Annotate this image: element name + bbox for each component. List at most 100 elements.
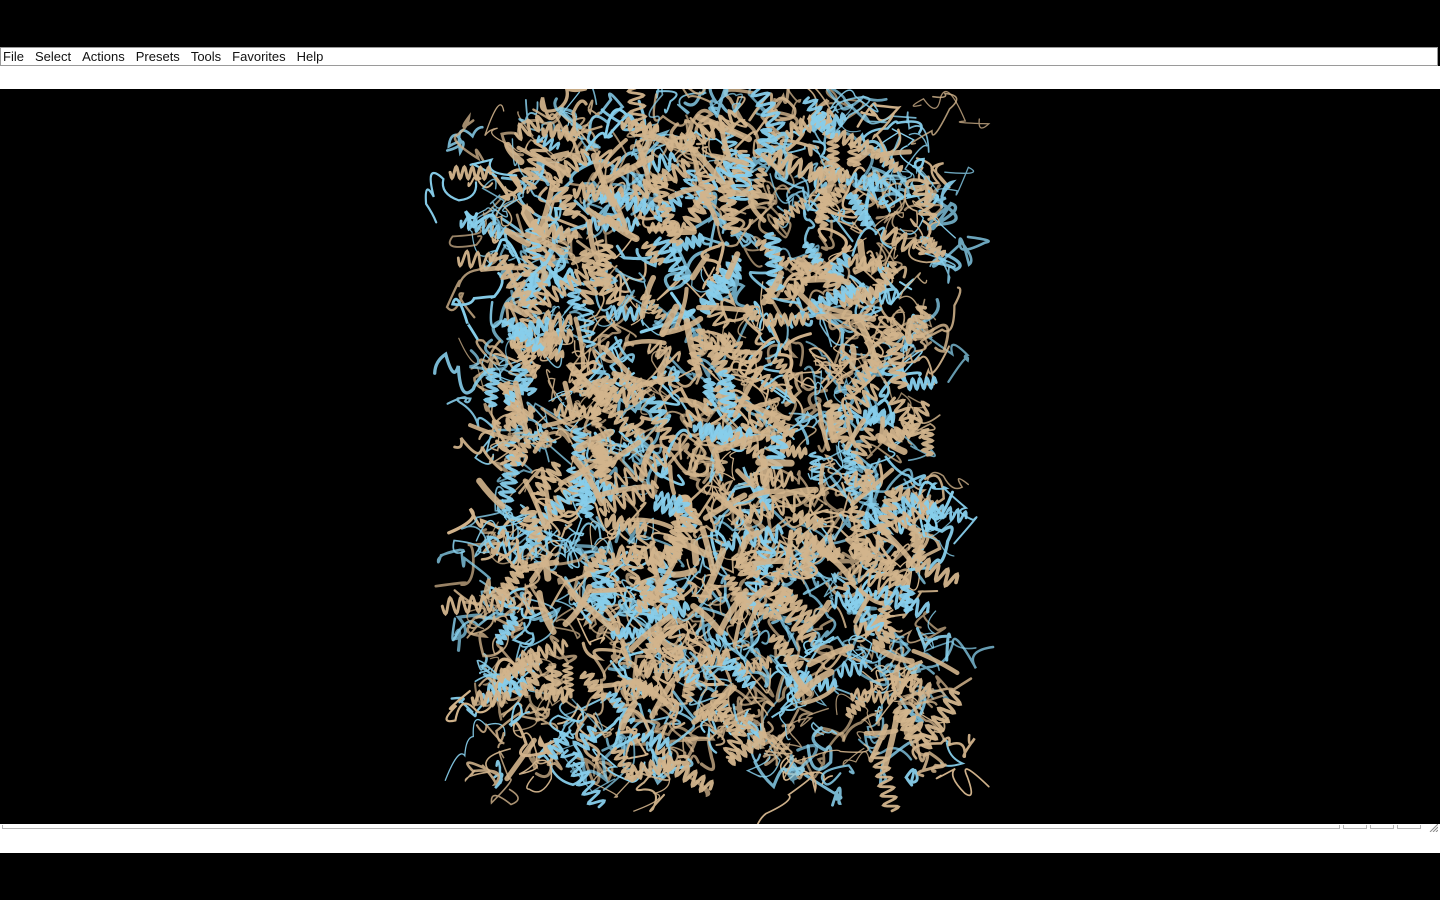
ribbon-segment <box>509 438 532 467</box>
ribbon-segment <box>932 179 957 209</box>
ribbon-segment <box>893 664 903 695</box>
ribbon-segment <box>763 311 810 328</box>
ribbon-segment <box>518 759 553 793</box>
ribbon-segment <box>716 369 739 418</box>
ribbon-segment <box>593 439 642 477</box>
ribbon-segment <box>447 507 544 542</box>
ribbon-segment <box>647 340 682 366</box>
ribbon-segment <box>488 404 518 464</box>
protein-ribbon-model[interactable] <box>0 89 1440 824</box>
ribbon-segment <box>849 343 857 370</box>
ribbon-segment <box>716 284 764 346</box>
menu-file[interactable]: File <box>3 49 24 64</box>
ribbon-segment <box>593 239 615 291</box>
ribbon-segment <box>897 688 935 717</box>
ribbon-segment <box>859 663 901 687</box>
status-button-3[interactable] <box>1397 825 1421 829</box>
ribbon-segment <box>668 228 697 236</box>
ribbon-segment <box>496 451 533 483</box>
ribbon-segment <box>815 313 877 322</box>
ribbon-segment <box>682 89 711 103</box>
ribbon-segment <box>615 268 650 314</box>
ribbon-segment <box>756 773 814 824</box>
ribbon-segment <box>827 166 866 219</box>
ribbon-segment <box>540 554 552 582</box>
ribbon-segment <box>749 465 794 489</box>
ribbon-segment <box>823 571 858 601</box>
ribbon-segment <box>738 398 791 421</box>
ribbon-segment <box>686 328 710 371</box>
ribbon-segment <box>845 597 885 632</box>
ribbon-segment <box>874 174 907 230</box>
ribbon-segment <box>844 418 866 451</box>
status-button-2[interactable] <box>1370 825 1394 829</box>
ribbon-segment <box>806 644 855 668</box>
ribbon-segment <box>905 552 960 589</box>
ribbon-segment <box>866 115 917 125</box>
ribbon-segment <box>519 671 540 697</box>
ribbon-segment <box>663 249 707 291</box>
ribbon-segment <box>875 261 899 291</box>
menu-tools[interactable]: Tools <box>190 49 222 64</box>
ribbon-segment <box>501 259 528 307</box>
ribbon-segment <box>695 114 753 143</box>
menu-actions[interactable]: Actions <box>82 49 125 64</box>
ribbon-segment <box>788 283 819 314</box>
ribbon-segment <box>544 319 555 352</box>
ribbon-segment <box>501 316 546 353</box>
ribbon-segment <box>722 657 756 689</box>
ribbon-segment <box>631 710 669 732</box>
ribbon-segment <box>694 589 727 642</box>
ribbon-segment <box>860 492 919 531</box>
ribbon-segment <box>460 485 505 554</box>
resize-grip-icon[interactable] <box>1428 824 1438 832</box>
ribbon-segment <box>448 164 493 182</box>
ribbon-segment <box>481 178 505 209</box>
ribbon-segment <box>495 559 530 602</box>
ribbon-segment <box>635 124 660 167</box>
ribbon-segment <box>804 773 843 807</box>
ribbon-segment <box>870 149 913 159</box>
menu-favorites[interactable]: Favorites <box>232 49 286 64</box>
ribbon-segment <box>710 529 730 562</box>
menu-select[interactable]: Select <box>34 49 72 64</box>
ribbon-segment <box>547 731 570 760</box>
ribbon-segment <box>699 525 717 575</box>
ribbon-segment <box>708 629 729 652</box>
ribbon-segment <box>823 444 870 483</box>
ribbon-segment <box>663 533 711 558</box>
ribbon-segment <box>541 406 587 428</box>
ribbon-segment <box>779 589 818 623</box>
ribbon-segment <box>509 339 538 379</box>
ribbon-segment <box>875 490 901 536</box>
ribbon-segment <box>908 305 932 339</box>
ribbon-segment <box>611 370 654 387</box>
ribbon-segment <box>845 537 897 567</box>
ribbon-segment <box>562 584 593 627</box>
ribbon-segment <box>797 599 832 635</box>
ribbon-segment <box>862 404 896 429</box>
ribbon-segment <box>701 216 730 249</box>
ribbon-segment <box>424 171 478 224</box>
graphics-viewport[interactable] <box>0 89 1440 824</box>
ribbon-segment <box>628 613 673 652</box>
status-button-1[interactable] <box>1343 825 1367 829</box>
ribbon-segment <box>537 309 573 333</box>
ribbon-segment <box>504 141 525 166</box>
ribbon-segment <box>779 244 820 272</box>
ribbon-segment <box>641 729 670 751</box>
ribbon-segment <box>598 479 660 518</box>
ribbon-segment <box>897 584 916 612</box>
ribbon-segment <box>842 449 860 497</box>
ribbon-segment <box>629 157 691 205</box>
ribbon-segment <box>839 283 883 310</box>
ribbon-segment <box>921 237 946 258</box>
ribbon-segment <box>667 183 715 200</box>
menu-presets[interactable]: Presets <box>135 49 180 64</box>
ribbon-segment <box>792 509 824 532</box>
ribbon-segment <box>818 361 868 384</box>
menu-help[interactable]: Help <box>296 49 324 64</box>
ribbon-segment <box>893 709 924 733</box>
ribbon-segment <box>735 655 773 677</box>
